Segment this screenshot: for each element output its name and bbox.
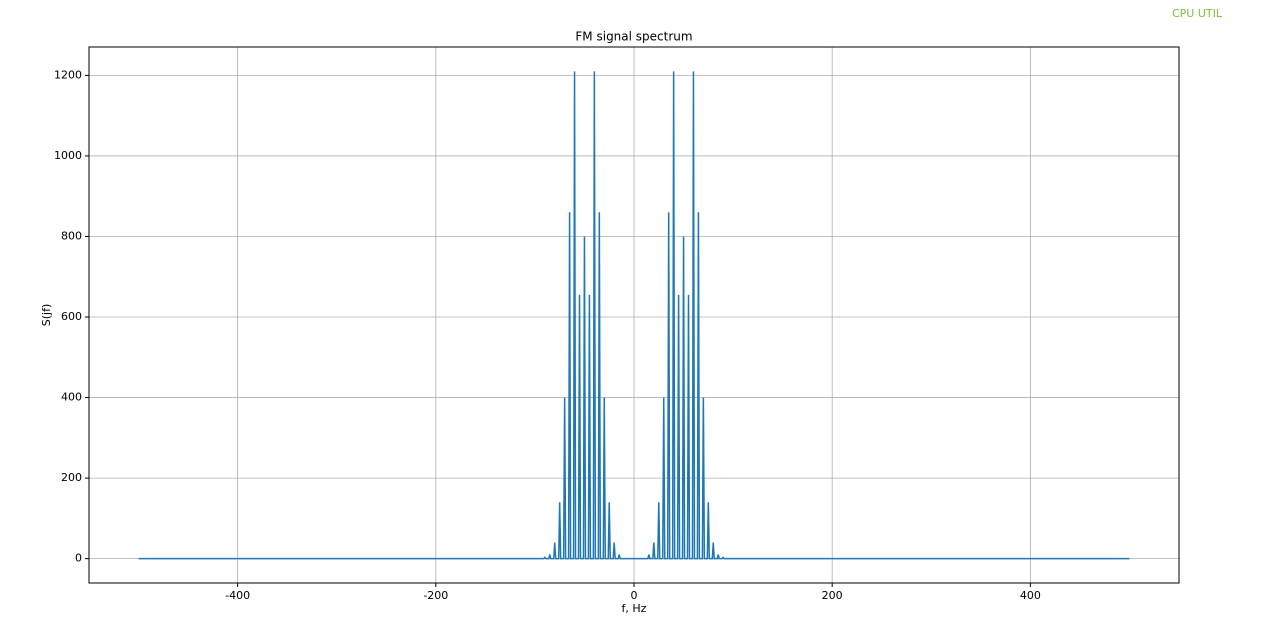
series-line bbox=[138, 71, 1130, 560]
x-tick-label: 200 bbox=[822, 589, 843, 602]
y-tick-label: 200 bbox=[61, 471, 82, 484]
x-tick-label: -200 bbox=[423, 589, 448, 602]
x-tick-label: 400 bbox=[1020, 589, 1041, 602]
y-tick-label: 1200 bbox=[54, 68, 82, 81]
y-tick-label: 1000 bbox=[54, 149, 82, 162]
x-tick-label: -400 bbox=[225, 589, 250, 602]
x-tick-label: 0 bbox=[631, 589, 638, 602]
y-tick-label: 400 bbox=[61, 391, 82, 404]
y-tick-label: 800 bbox=[61, 229, 82, 242]
chart-title: FM signal spectrum bbox=[575, 30, 692, 44]
x-axis-label: f, Hz bbox=[622, 602, 647, 615]
cpu-util-label: CPU UTIL bbox=[1172, 7, 1223, 20]
y-tick-label: 600 bbox=[61, 310, 82, 323]
y-tick-label: 0 bbox=[75, 552, 82, 565]
y-axis-label: S(jf) bbox=[40, 304, 53, 327]
plot-frame bbox=[88, 46, 1180, 584]
